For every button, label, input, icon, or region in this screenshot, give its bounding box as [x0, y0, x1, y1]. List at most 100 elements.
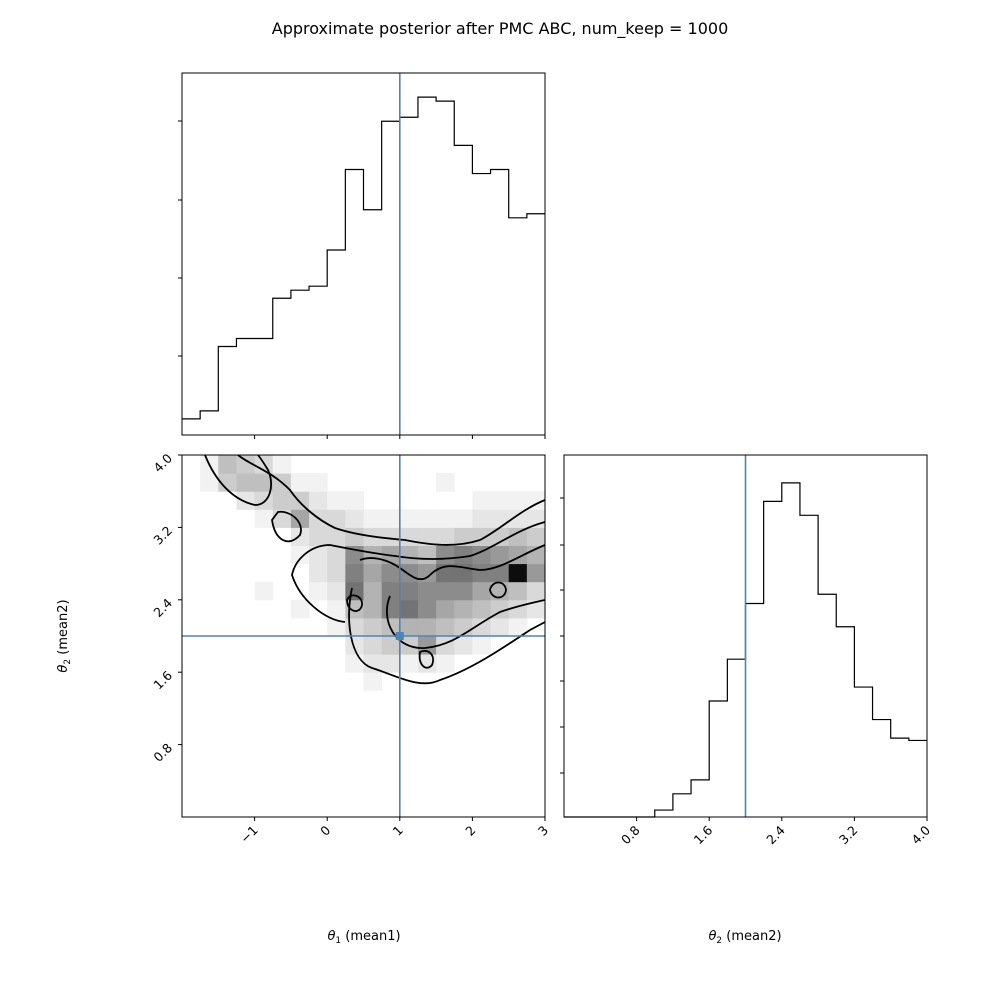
theta1-hist-bin [182, 419, 200, 435]
density-cell [472, 599, 492, 619]
density-cell [254, 491, 274, 510]
theta1-hist-bin [472, 174, 490, 435]
figure-title: Approximate posterior after PMC ABC, num… [272, 19, 729, 39]
density-cell [417, 617, 437, 637]
theta1-hist-bin [345, 170, 363, 435]
theta2-hist-bin [800, 515, 818, 817]
density-cell [309, 491, 328, 510]
theta1-hist-bin [418, 97, 436, 435]
density-cell [309, 527, 328, 546]
density-cell [399, 509, 419, 528]
joint-truth-marker [395, 632, 404, 640]
density-cell [363, 617, 383, 637]
theta1-hist-bin [509, 218, 527, 435]
density-cell [309, 545, 328, 565]
density-cell [436, 527, 455, 546]
density-cell [345, 527, 364, 546]
density-cell [417, 636, 437, 655]
density-cell [381, 527, 401, 546]
theta1-hist-bin [200, 411, 218, 435]
theta1-hist-bin [218, 347, 236, 435]
theta1-hist-bin [364, 210, 382, 435]
density-cell [399, 617, 419, 637]
density-cell [327, 581, 346, 601]
density-contour [418, 650, 434, 669]
density-cell [436, 545, 455, 565]
density-cell [454, 599, 473, 619]
theta2-hist-bin [746, 604, 764, 817]
y-axis-label-theta2: θ2 (mean2) [56, 599, 73, 672]
density-cell [417, 599, 437, 619]
density-cell [526, 599, 546, 619]
density-cell [309, 581, 328, 601]
density-cell [399, 581, 419, 601]
density-cell [417, 509, 437, 528]
density-cell [472, 527, 492, 546]
density-cell [436, 473, 455, 492]
theta1-hist-bin [236, 338, 254, 435]
density-cell [490, 527, 510, 546]
theta1-histogram [182, 73, 545, 435]
joint-frame [181, 454, 546, 818]
density-cell [526, 581, 546, 601]
density-cell [290, 509, 310, 528]
density-cell [399, 527, 419, 546]
theta1-hist-frame [181, 72, 546, 436]
density-cell [309, 563, 328, 583]
density-cell [218, 473, 237, 492]
density-cell [417, 527, 437, 546]
theta2-hist-bin [836, 627, 854, 817]
density-cell [272, 491, 292, 510]
density-cell [363, 563, 383, 583]
density-cell [200, 473, 219, 492]
density-contour [359, 544, 546, 581]
theta1-hist-bin [382, 121, 400, 435]
density-cell [399, 563, 419, 583]
density-cell [490, 617, 510, 637]
density-cell [526, 491, 546, 510]
density-cell [381, 654, 401, 673]
density-cell [345, 563, 364, 583]
density-contour [204, 454, 272, 506]
density-contour [386, 595, 546, 649]
theta2-hist-outline [564, 482, 927, 818]
density-cell [290, 491, 310, 510]
density-cell [327, 599, 346, 619]
density-cell [472, 509, 492, 528]
density-cell [472, 636, 492, 655]
density-cell [363, 509, 383, 528]
density-contour [346, 594, 363, 612]
density-cell [236, 491, 256, 510]
density-cell [236, 455, 256, 474]
density-cell [508, 491, 528, 510]
density-cell [436, 581, 455, 601]
density-cell [345, 654, 364, 673]
density-contour [291, 521, 546, 623]
density-cell [454, 509, 473, 528]
density-cell [417, 654, 437, 673]
density-cell [508, 527, 528, 546]
density-cell [327, 491, 346, 510]
density-cell [381, 581, 401, 601]
density-cell [454, 545, 473, 565]
density-cell [436, 654, 455, 673]
density-cell [399, 654, 419, 673]
density-cell [472, 491, 492, 510]
density-cell [309, 473, 328, 492]
density-cell [436, 509, 455, 528]
density-cell [327, 563, 346, 583]
theta1-hist-bin [291, 290, 309, 435]
theta2-hist-bin [854, 687, 872, 817]
density-cell [508, 509, 528, 528]
density-cell [472, 545, 492, 565]
theta2-hist-bin [727, 659, 745, 817]
density-cell [254, 509, 274, 528]
density-cell [345, 636, 364, 655]
density-cell [345, 509, 364, 528]
density-contour [237, 454, 546, 546]
theta2-hist-bin [673, 794, 691, 817]
density-cell [254, 581, 274, 601]
density-cell [363, 545, 383, 565]
x-axis-label-theta2: θ2 (mean2) [708, 929, 781, 946]
density-cell [381, 636, 401, 655]
